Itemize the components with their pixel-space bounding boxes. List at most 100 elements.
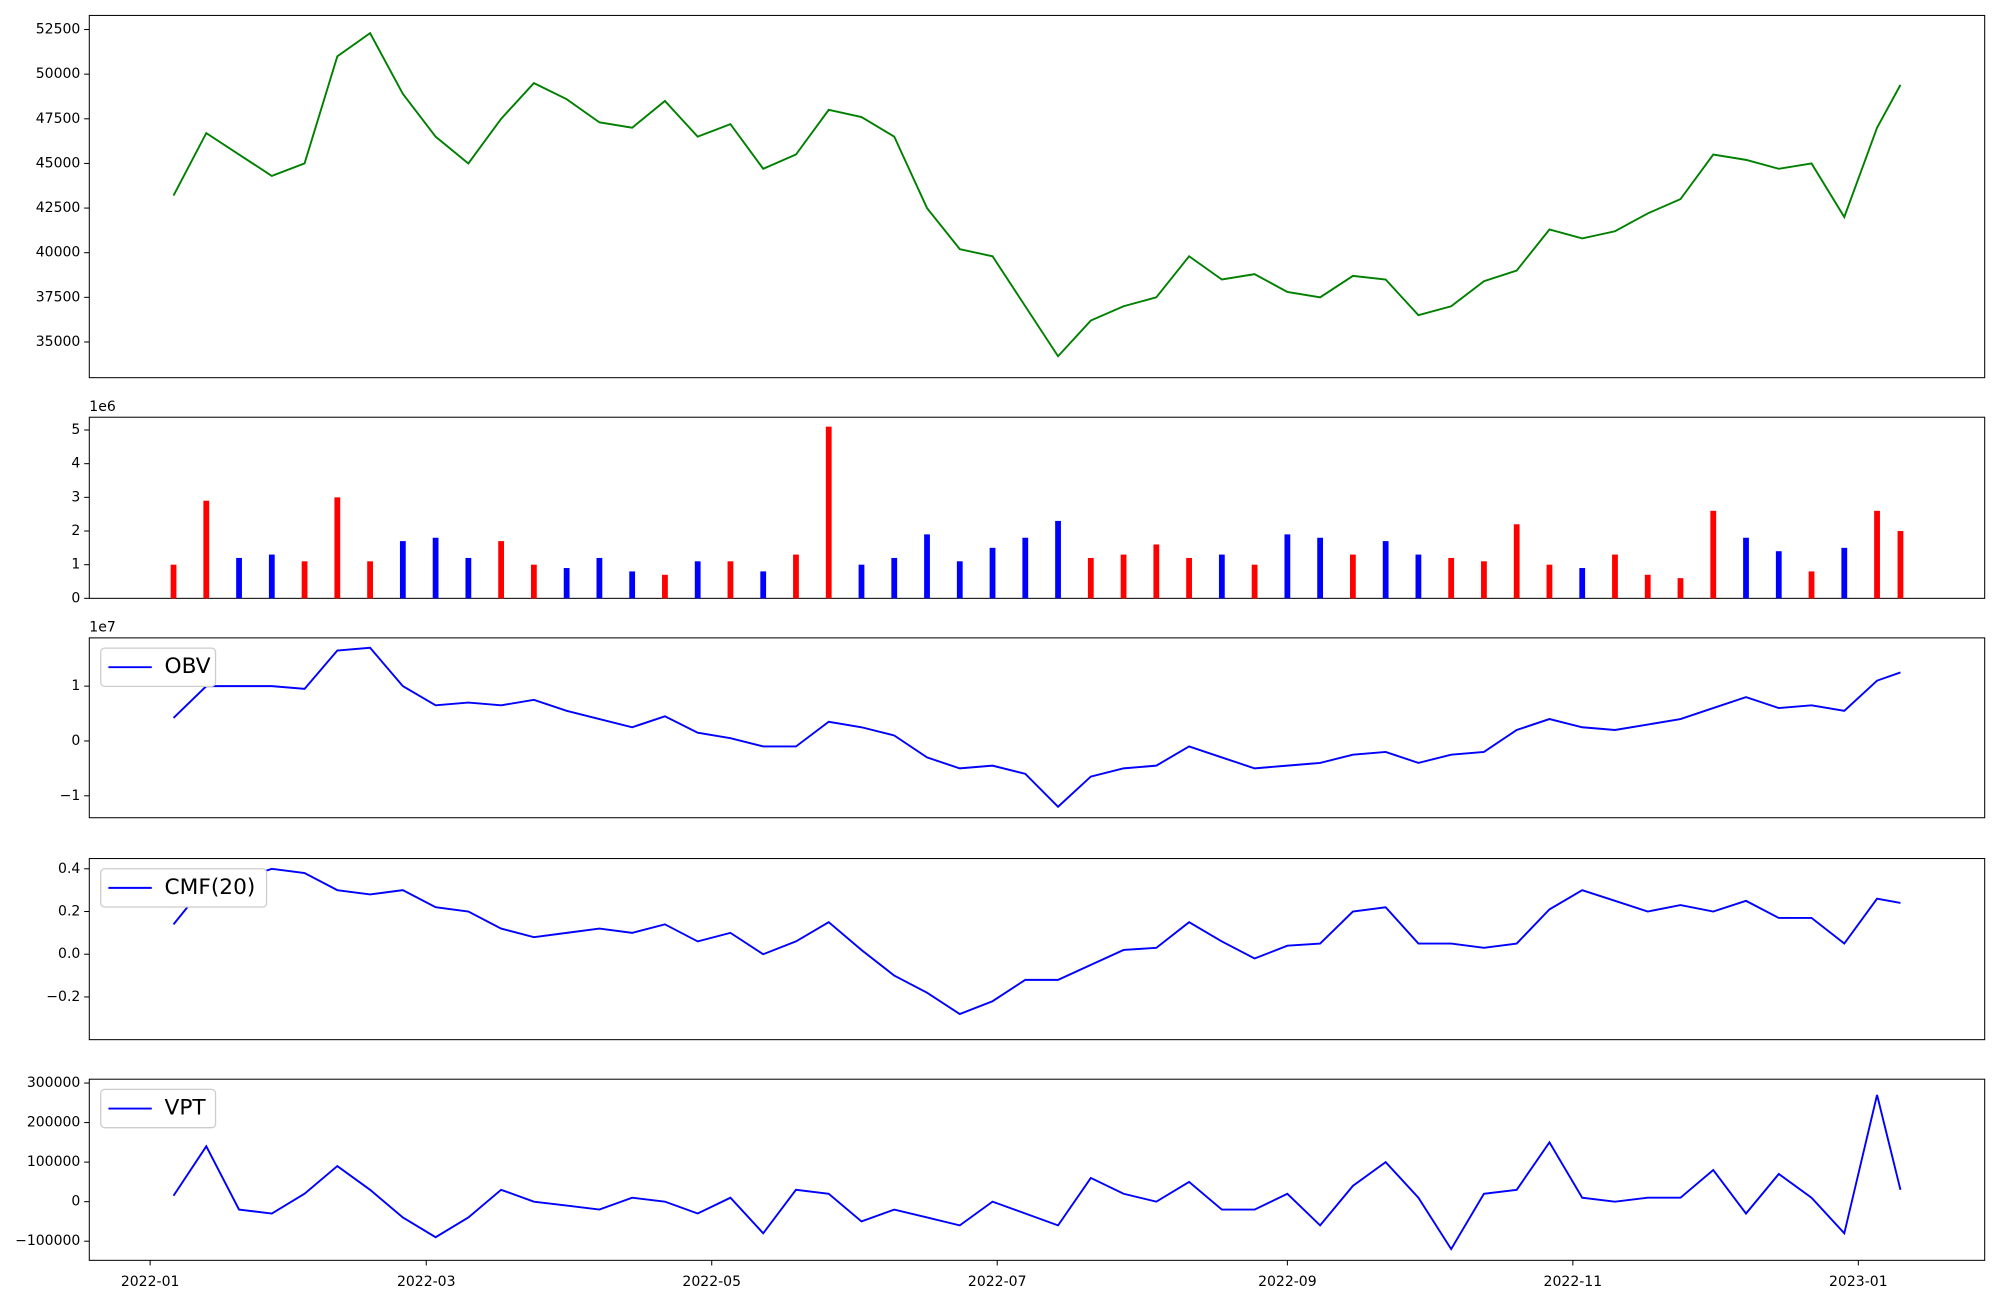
- y-tick-label: 50000: [36, 66, 81, 82]
- volume-bar: [760, 571, 767, 599]
- indicator-line: [172, 646, 1901, 809]
- price-line: [172, 31, 1902, 358]
- volume-bar: [1710, 510, 1717, 599]
- y-tick-label: 45000: [36, 155, 81, 171]
- volume-bar: [891, 557, 898, 599]
- y-tick-label: −100000: [15, 1233, 80, 1249]
- volume-bar: [1897, 531, 1904, 599]
- panel: 0 1 2 3 4 5 1e6: [71, 399, 1986, 606]
- volume-bar: [334, 497, 341, 599]
- volume-bar: [629, 571, 636, 599]
- y-tick-label: 2: [71, 523, 80, 539]
- volume-bar: [268, 554, 275, 599]
- legend-box: [100, 868, 268, 908]
- x-tick-label: 2022-09: [1258, 1274, 1317, 1290]
- y-tick-label: 200000: [27, 1115, 81, 1131]
- y-tick-label: −1: [60, 788, 81, 804]
- volume-bar: [1448, 557, 1455, 599]
- legend-box: [100, 1088, 217, 1129]
- volume-bar: [236, 557, 242, 599]
- volume-bar: [1874, 510, 1880, 599]
- volume-bar: [530, 564, 537, 599]
- y-tick-label: 300000: [27, 1075, 81, 1091]
- indicator-line: [172, 867, 1901, 1016]
- volume-bar: [1743, 537, 1749, 599]
- volume-bar: [924, 534, 930, 599]
- y-tick-label: 4: [71, 456, 80, 472]
- volume-bar: [1055, 520, 1061, 599]
- volume-bar: [170, 564, 177, 599]
- volume-bar: [596, 557, 603, 599]
- volume-bar: [1087, 557, 1094, 599]
- x-tick-label: 2022-03: [397, 1274, 456, 1290]
- volume-bar: [1251, 564, 1258, 599]
- volume-bar: [1120, 554, 1127, 599]
- volume-bar: [956, 561, 963, 599]
- volume-bar: [1481, 561, 1487, 599]
- y-tick-label: 37500: [36, 289, 81, 305]
- volume-bar: [1612, 554, 1618, 599]
- volume-bar: [1841, 547, 1848, 599]
- volume-bar: [1677, 578, 1684, 599]
- axes-frame: [88, 858, 1986, 1041]
- y-tick-label: 35000: [36, 334, 81, 350]
- volume-bar: [367, 561, 373, 599]
- panel: −1 0 1 1e7 OBV: [60, 620, 1986, 819]
- panel: 35000 37500 40000 42500 45000 47500 50000 52500: [36, 14, 1986, 379]
- volume-bar: [1546, 564, 1553, 599]
- y-tick-label: −0.2: [46, 989, 80, 1005]
- y-tick-label: 42500: [36, 200, 81, 216]
- x-tick-label: 2022-07: [968, 1274, 1027, 1290]
- volume-bar: [1808, 571, 1815, 599]
- y-tick-label: 3: [71, 489, 80, 505]
- volume-bar: [1349, 554, 1356, 599]
- axes-frame: [88, 14, 1986, 379]
- volume-bar: [1579, 568, 1586, 599]
- volume-bar: [793, 554, 799, 599]
- y-tick-label: 0: [71, 733, 80, 749]
- volume-bar: [1284, 534, 1291, 599]
- panel: −0.2 0.0 0.2 0.4 CMF(20): [46, 858, 1986, 1041]
- volume-bar: [1186, 557, 1192, 599]
- volume-bar: [301, 561, 308, 599]
- x-tick-label: 2023-01: [1829, 1274, 1888, 1290]
- panel: −100000 0 100000 200000 300000 2022-01 2022-03…: [15, 1075, 1986, 1290]
- y-tick-label: 52500: [36, 22, 81, 38]
- offset-label: 1e6: [89, 399, 116, 415]
- legend-label: VPT: [165, 1096, 207, 1121]
- x-tick-label: 2022-01: [121, 1274, 180, 1290]
- volume-bar: [1415, 554, 1422, 599]
- volume-bar: [432, 537, 439, 599]
- y-tick-label: 1: [71, 678, 80, 694]
- volume-bar: [1317, 537, 1324, 599]
- volume-bar: [1218, 554, 1225, 599]
- volume-bar: [825, 426, 832, 599]
- volume-bar: [1513, 524, 1520, 599]
- volume-bar: [694, 561, 701, 599]
- y-tick-label: 0.0: [58, 946, 80, 962]
- y-tick-label: 0.2: [58, 904, 80, 920]
- volume-bar: [727, 561, 734, 599]
- axes-frame: [88, 637, 1986, 819]
- y-tick-label: 100000: [27, 1154, 81, 1170]
- y-tick-label: 40000: [36, 245, 81, 261]
- volume-bar: [465, 557, 472, 599]
- axes-frame: [88, 1078, 1986, 1261]
- y-tick-label: 0.4: [58, 861, 80, 877]
- volume-bar: [1153, 544, 1160, 599]
- volume-bar: [498, 541, 505, 599]
- legend-label: CMF(20): [165, 875, 256, 900]
- y-tick-label: 0: [71, 1194, 80, 1210]
- volume-bar: [1382, 541, 1389, 599]
- x-tick-label: 2022-05: [682, 1274, 741, 1290]
- offset-label: 1e7: [89, 620, 115, 636]
- indicator-line: [172, 1094, 1902, 1251]
- volume-bar: [1775, 551, 1782, 599]
- axes-frame: [88, 416, 1986, 599]
- legend-box: [100, 647, 217, 687]
- volume-bar: [1022, 537, 1029, 599]
- volume-bar: [563, 568, 570, 599]
- volume-bar: [662, 574, 668, 599]
